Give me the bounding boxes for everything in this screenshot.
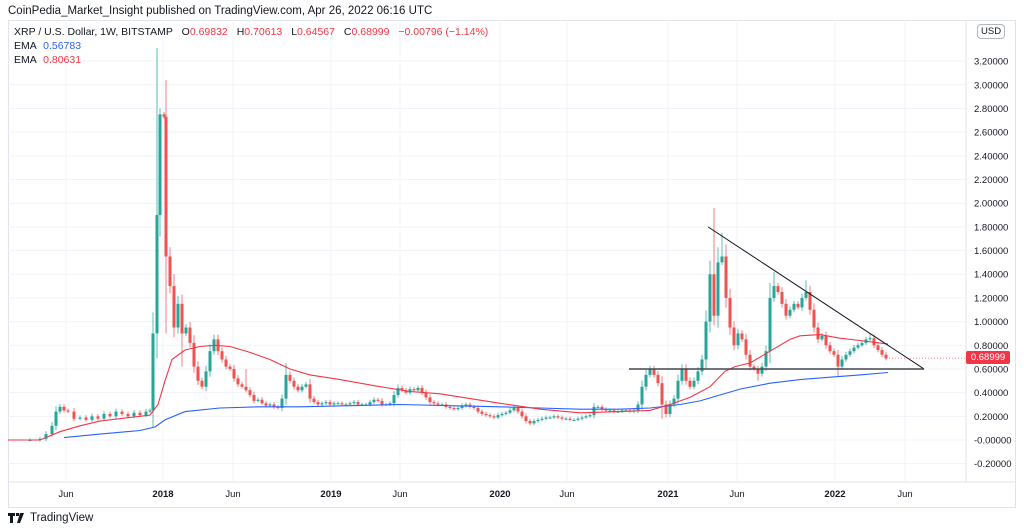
currency-button[interactable]: USD: [977, 24, 1006, 39]
price-tick-label: 2.80000: [974, 104, 1008, 115]
high-value: 0.70613: [244, 26, 283, 38]
price-tick-label: 0.80000: [974, 341, 1008, 352]
ema-slow-value: 0.80631: [43, 54, 82, 66]
tradingview-logo-icon: [8, 513, 24, 523]
time-tick-label: 2021: [657, 489, 679, 500]
price-tick-label: 2.40000: [974, 151, 1008, 162]
candlesticks: [28, 48, 888, 442]
time-tick-label: Jun: [58, 489, 73, 500]
descending-trendline[interactable]: [707, 226, 925, 370]
drawings[interactable]: [629, 226, 966, 370]
price-tick-label: 1.20000: [974, 293, 1008, 304]
time-tick-label: Jun: [225, 489, 240, 500]
price-tick-label: 0.20000: [974, 412, 1008, 423]
price-tick-label: 2.00000: [974, 199, 1008, 210]
price-tick-label: 2.20000: [974, 175, 1008, 186]
ema-fast-label: EMA: [14, 40, 37, 52]
price-tick-label: -0.00000: [974, 436, 1012, 447]
low-value: 0.64567: [297, 26, 335, 38]
time-tick-label: Jun: [559, 489, 574, 500]
time-tick-label: 2019: [320, 489, 341, 500]
time-tick-label: Jun: [897, 489, 912, 500]
price-tick-label: 3.00000: [974, 80, 1008, 91]
chart-frame: [8, 20, 1016, 508]
price-tick-label: 1.80000: [974, 222, 1008, 233]
time-tick-label: Jun: [392, 489, 407, 500]
price-tick-label: 2.60000: [974, 128, 1008, 139]
price-tick-label: 1.60000: [974, 246, 1008, 257]
price-tick-label: 1.00000: [974, 317, 1008, 328]
close-label: C: [343, 26, 352, 38]
time-tick-label: 2018: [152, 489, 173, 500]
price-axis[interactable]: 3.20000 3.00000 2.80000 2.60000 2.40000 2.200…: [974, 57, 1012, 471]
tradingview-logo[interactable]: TradingView: [8, 512, 93, 524]
price-tick-label: 0.60000: [974, 364, 1008, 375]
ema-slow-line: [8, 334, 889, 441]
close-value: 0.68999: [351, 26, 390, 38]
open-label: O: [181, 26, 190, 38]
ema-fast-line: [63, 371, 889, 439]
ema-lines: [8, 334, 889, 441]
time-tick-label: Jun: [729, 489, 744, 500]
time-tick-label: 2020: [489, 489, 510, 500]
symbol-row: XRP / U.S. Dollar, 1W, BITSTAMP O0.69832…: [14, 25, 488, 39]
chart-legend: XRP / U.S. Dollar, 1W, BITSTAMP O0.69832…: [14, 25, 488, 67]
price-tick-label: 3.20000: [974, 57, 1008, 68]
logo-text: TradingView: [30, 512, 94, 524]
published-by-line: CoinPedia_Market_Insight published on Tr…: [8, 5, 433, 17]
low-label: L: [291, 26, 298, 38]
ema-slow-label: EMA: [14, 54, 37, 66]
time-tick-label: 2022: [824, 489, 845, 500]
price-tick-label: -0.20000: [974, 459, 1012, 470]
ema-slow-row[interactable]: EMA 0.80631: [14, 53, 488, 67]
last-price-tag: 0.68999: [966, 351, 1010, 364]
price-tick-label: 0.40000: [974, 388, 1008, 399]
symbol-title[interactable]: XRP / U.S. Dollar, 1W, BITSTAMP: [14, 26, 173, 38]
change-value: −0.00796 (−1.14%): [398, 26, 489, 38]
high-label: H: [236, 26, 245, 38]
open-value: 0.69832: [189, 26, 228, 38]
time-axis[interactable]: Jun 2018 Jun 2019 Jun 2020 Jun 2021 Jun 2022 Jun: [58, 489, 912, 500]
price-tick-label: 1.40000: [974, 270, 1008, 281]
ema-fast-value: 0.56783: [43, 40, 82, 52]
ema-fast-row[interactable]: EMA 0.56783: [14, 39, 488, 53]
